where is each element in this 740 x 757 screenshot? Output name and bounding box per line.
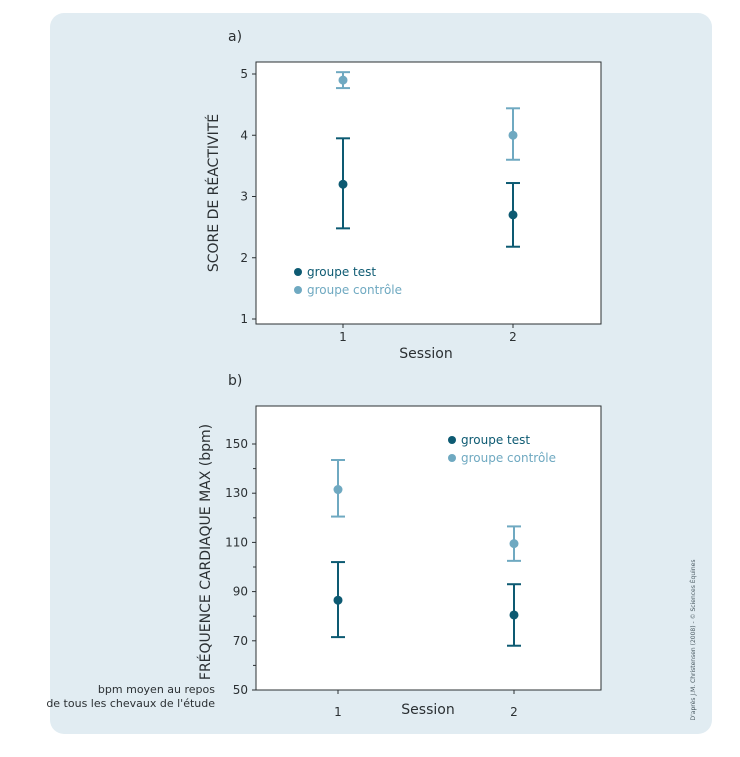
panel-b-x-axis-title: Session	[401, 702, 454, 718]
baseline-note-line-2: de tous les chevaux de l'étude	[46, 697, 215, 710]
panel-b-control-point	[509, 539, 519, 549]
panel-a-legend-test-marker	[294, 268, 302, 276]
baseline-note-line-1: bpm moyen au repos	[98, 683, 215, 696]
panel-a: a) SCORE DE RÉACTIVITÉ Session 1 2 3 4 5 1 2 gr…	[205, 29, 602, 362]
panel-b-legend-test-label: groupe test	[461, 433, 530, 447]
panel-b-x-tick-label: 2	[510, 705, 518, 719]
panel-a-legend-test-label: groupe test	[307, 265, 376, 279]
panel-b-test-point	[333, 595, 343, 605]
panel-a-y-tick-label: 5	[240, 67, 248, 81]
panel-a-y-tick-label: 2	[240, 251, 248, 265]
panel-a-control-point	[338, 75, 348, 85]
panel-a-x-axis-title: Session	[399, 346, 452, 362]
panel-a-test-point	[508, 210, 518, 220]
panel-b-y-tick-label: 110	[225, 535, 248, 549]
panel-a-y-tick-label: 3	[240, 190, 248, 204]
panel-b-y-tick-label: 50	[233, 683, 248, 697]
panel-b-legend-control-marker	[448, 454, 456, 462]
panel-a-y-tick-label: 4	[240, 128, 248, 142]
panel-a-control-point	[508, 130, 518, 140]
panel-b-plot-area	[255, 405, 602, 691]
panel-b-y-tick-label: 130	[225, 486, 248, 500]
panel-a-y-tick-label: 1	[240, 312, 248, 326]
panel-b-legend-test-marker	[448, 436, 456, 444]
panel-b-y-tick-label: 90	[233, 585, 248, 599]
panel-b-y-tick-label: 150	[225, 437, 248, 451]
source-credit: D'après J.M. Christensen (2008) - © Scie…	[689, 560, 697, 721]
panel-b-y-tick-label: 70	[233, 634, 248, 648]
panel-b-y-axis-title: FRÉQUENCE CARDIAQUE MAX (bpm)	[197, 424, 214, 680]
panel-b-control-point	[333, 485, 343, 495]
panel-a-x-tick-label: 2	[509, 330, 517, 344]
panel-b-legend-control-label: groupe contrôle	[461, 451, 556, 465]
panel-a-test-point	[338, 179, 348, 189]
panel-a-legend-control-marker	[294, 286, 302, 294]
panel-b: b) FRÉQUENCE CARDIAQUE MAX (bpm) Session…	[46, 373, 602, 719]
panel-b-x-tick-label: 1	[334, 705, 342, 719]
panel-b-test-point	[509, 610, 519, 620]
panel-a-x-tick-label: 1	[339, 330, 347, 344]
panel-a-legend-control-label: groupe contrôle	[307, 283, 402, 297]
panel-a-y-axis-title: SCORE DE RÉACTIVITÉ	[205, 114, 222, 272]
panel-a-plot-area	[255, 61, 602, 325]
panel-b-label: b)	[228, 373, 242, 389]
panel-a-label: a)	[228, 29, 242, 45]
